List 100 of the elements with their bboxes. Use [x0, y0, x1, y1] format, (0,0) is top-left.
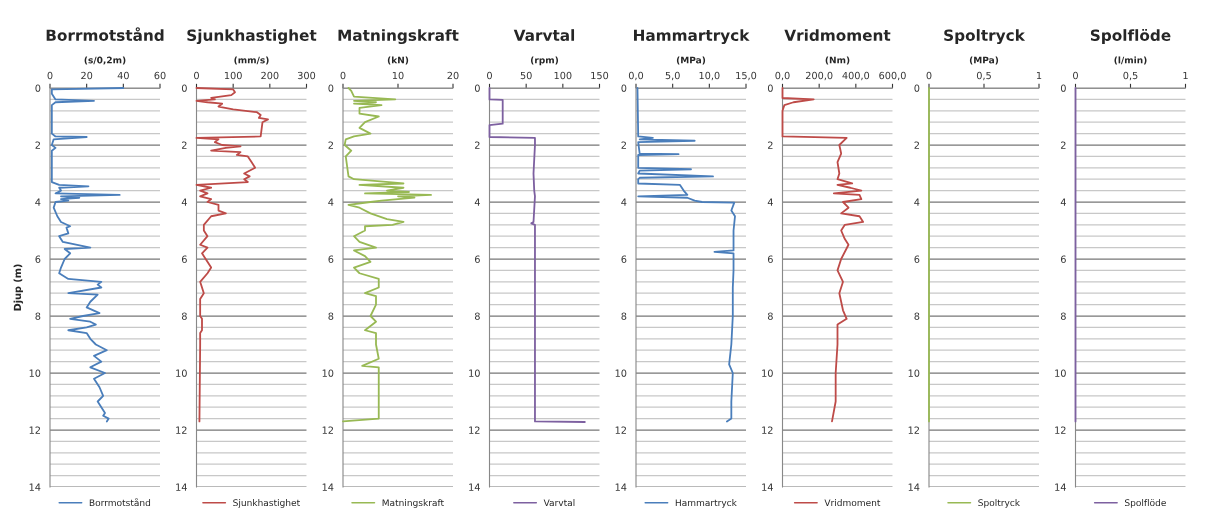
y-axis-title: Djup (m) [13, 264, 24, 311]
chart-title: Spolflöde [1090, 28, 1171, 44]
y-tick-label: 4 [328, 198, 334, 206]
y-tick-label: 6 [181, 255, 187, 263]
x-tick-label: 50 [520, 71, 532, 80]
y-tick-label: 8 [35, 312, 41, 320]
x-tick-label: 200,0 [805, 71, 833, 81]
y-tick-label: 10 [908, 369, 920, 377]
y-tick-label: 0 [328, 84, 334, 92]
y-tick-label: 6 [328, 255, 334, 263]
y-tick-label: 14 [322, 483, 334, 491]
y-tick-label: 10 [1055, 369, 1066, 377]
y-tick-label: 12 [615, 426, 626, 434]
y-tick-label: 6 [474, 255, 480, 263]
x-tick-label: 1 [1183, 71, 1188, 80]
chart-title: Spoltryck [944, 29, 1026, 45]
y-tick-label: 0 [767, 84, 773, 92]
y-tick-label: 14 [762, 483, 773, 491]
y-tick-label: 8 [1060, 312, 1066, 320]
x-axis-title: (rpm) [530, 56, 559, 66]
y-tick-label: 10 [176, 369, 187, 377]
y-tick-label: 4 [181, 198, 187, 206]
x-tick-label: 200 [261, 71, 279, 80]
x-tick-label: 1 [1036, 71, 1042, 80]
x-tick-label: 0 [1073, 71, 1078, 80]
x-tick-label: 0,5 [976, 71, 991, 81]
y-tick-label: 12 [762, 426, 773, 434]
x-tick-label: 20 [447, 71, 459, 80]
x-axis-title: (mm/s) [234, 56, 269, 65]
x-tick-label: 0 [926, 71, 932, 80]
chart-title: Vridmoment [784, 29, 891, 41]
y-tick-label: 10 [469, 369, 480, 377]
y-tick-label: 0 [1060, 84, 1066, 92]
x-tick-label: 0,0 [628, 71, 644, 81]
y-tick-label: 4 [767, 198, 773, 206]
y-tick-label: 8 [767, 312, 773, 320]
y-tick-label: 12 [908, 426, 919, 434]
y-tick-label: 2 [914, 141, 919, 149]
x-tick-label: 0,0 [775, 71, 790, 81]
legend-label: Matningskraft [382, 499, 444, 508]
y-tick-label: 14 [908, 483, 920, 491]
x-axis-title: (MPa) [969, 56, 999, 65]
x-tick-label: 10,0 [699, 71, 720, 81]
y-tick-label: 6 [621, 255, 627, 263]
y-tick-label: 0 [914, 84, 920, 92]
x-tick-label: 40 [117, 71, 129, 80]
y-tick-label: 14 [1055, 483, 1066, 491]
y-tick-label: 10 [29, 369, 41, 377]
x-tick-label: 600,0 [879, 71, 906, 81]
y-tick-label: 14 [469, 483, 480, 491]
y-tick-label: 4 [35, 198, 41, 206]
x-tick-label: 0 [194, 71, 199, 80]
x-tick-label: 15,0 [736, 71, 757, 81]
y-tick-label: 2 [328, 141, 333, 149]
y-tick-label: 12 [322, 426, 333, 434]
y-tick-label: 2 [768, 141, 773, 149]
y-tick-label: 0 [181, 84, 187, 92]
y-tick-label: 6 [914, 255, 920, 263]
legend-label: Varvtal [543, 499, 575, 507]
y-tick-label: 8 [914, 312, 920, 320]
x-axis-title: (Nm) [825, 56, 850, 65]
y-tick-label: 0 [474, 84, 480, 92]
y-tick-label: 2 [182, 141, 187, 149]
x-axis-title: (s/0,2m) [84, 56, 126, 65]
y-tick-label: 2 [35, 141, 40, 149]
y-tick-label: 6 [767, 255, 773, 263]
y-tick-label: 8 [328, 312, 334, 320]
chart-title: Sjunkhastighet [187, 29, 317, 45]
y-tick-label: 2 [1061, 141, 1066, 149]
legend-label: Borrmotstånd [89, 498, 151, 507]
legend-label: Hammartryck [675, 499, 737, 508]
x-axis-title: (kN) [387, 56, 409, 65]
y-tick-label: 8 [621, 312, 627, 320]
legend-label: Sjunkhastighet [233, 499, 300, 508]
y-tick-label: 12 [29, 426, 40, 434]
y-tick-label: 4 [914, 198, 920, 206]
y-tick-label: 8 [474, 312, 480, 320]
x-tick-label: 5,0 [665, 71, 680, 81]
legend-label: Vridmoment [824, 499, 881, 507]
y-tick-label: 6 [1060, 255, 1066, 263]
y-tick-label: 12 [1055, 426, 1066, 434]
x-tick-label: 20 [81, 71, 93, 80]
y-tick-label: 4 [621, 198, 627, 206]
y-tick-label: 2 [621, 141, 626, 149]
x-tick-label: 300 [297, 71, 316, 80]
y-tick-label: 12 [176, 426, 187, 434]
chart-title: Borrmotstånd [46, 27, 164, 41]
y-tick-label: 4 [474, 198, 480, 206]
x-tick-label: 0 [340, 71, 346, 80]
chart-title: Hammartryck [634, 29, 750, 45]
x-tick-label: 60 [154, 71, 166, 80]
y-tick-label: 10 [762, 369, 773, 377]
x-tick-label: 0 [47, 71, 53, 80]
y-tick-label: 14 [29, 483, 41, 491]
x-tick-label: 400,0 [842, 71, 870, 81]
x-tick-label: 100 [224, 71, 242, 80]
y-tick-label: 2 [475, 141, 480, 149]
x-tick-label: 150 [591, 71, 609, 80]
x-tick-label: 10 [392, 71, 404, 80]
y-tick-label: 14 [615, 483, 627, 491]
